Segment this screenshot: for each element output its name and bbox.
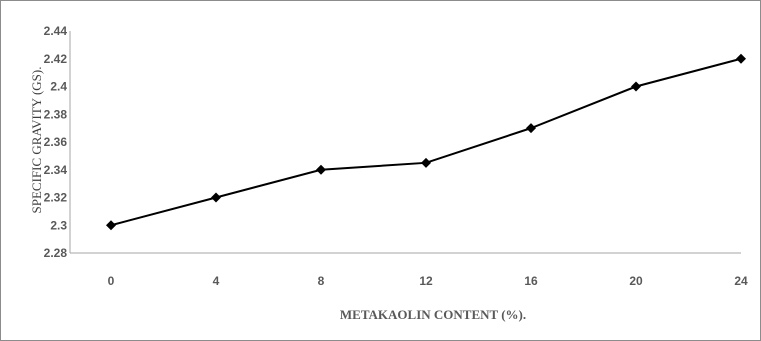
y-tick-label: 2.4 (50, 80, 67, 94)
y-tick-labels: 2.28 2.3 2.32 2.34 2.36 2.38 2.4 2.42 2.44 (44, 24, 68, 260)
y-tick-label: 2.28 (44, 246, 68, 260)
x-axis-title: METAKAOLIN CONTENT (%). (340, 307, 526, 322)
y-tick-label: 2.3 (50, 218, 67, 232)
y-tick-label: 2.36 (44, 135, 68, 149)
x-tick-labels: 0 4 8 12 16 20 24 (108, 274, 748, 288)
x-tick-label: 12 (419, 274, 433, 288)
y-tick-label: 2.44 (44, 24, 68, 38)
data-point-marker (631, 81, 641, 92)
data-point-marker (526, 123, 536, 134)
y-tick-label: 2.34 (44, 163, 68, 177)
data-point-marker (316, 164, 326, 175)
y-tick-label: 2.38 (44, 107, 68, 121)
data-point-marker (106, 220, 116, 231)
series-layer (106, 53, 746, 231)
x-tick-label: 0 (108, 274, 115, 288)
data-point-marker (421, 157, 431, 168)
y-tick-label: 2.32 (44, 191, 68, 205)
x-tick-label: 24 (734, 274, 748, 288)
x-tick-label: 20 (629, 274, 643, 288)
data-point-marker (211, 192, 221, 203)
data-point-marker (736, 53, 746, 64)
series-line (110, 57, 742, 227)
x-tick-label: 4 (213, 274, 220, 288)
y-axis-title: SPECIFIC GRAVITY (GS). (29, 67, 44, 214)
x-tick-label: 16 (524, 274, 538, 288)
y-tick-label: 2.42 (44, 52, 68, 66)
x-tick-label: 8 (318, 274, 325, 288)
